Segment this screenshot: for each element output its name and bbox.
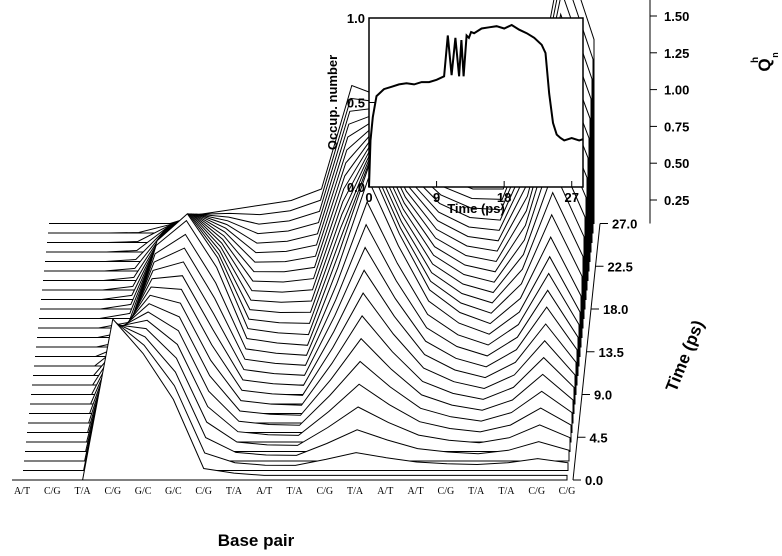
x-tick-label: T/A xyxy=(75,486,92,497)
svg-text:n: n xyxy=(770,52,780,58)
time-tick-label: 13.5 xyxy=(599,345,624,360)
inset-y-tick-label: 0.0 xyxy=(347,180,365,195)
x-tick-label: C/G xyxy=(438,486,455,497)
x-axis-title: Base pair xyxy=(218,531,295,550)
x-tick-label: C/G xyxy=(559,486,576,497)
q-tick-label: 0.50 xyxy=(664,156,689,171)
z-axis-title: Q h n xyxy=(750,52,780,71)
time-tick-label: 22.5 xyxy=(608,259,633,274)
x-tick-label: A/T xyxy=(408,486,424,497)
x-tick-label: T/A xyxy=(347,486,364,497)
q-tick-label: 1.00 xyxy=(664,83,689,98)
time-tick-label: 9.0 xyxy=(594,388,612,403)
x-tick-label: A/T xyxy=(377,486,393,497)
x-tick-label: G/C xyxy=(135,486,152,497)
x-tick-label: C/G xyxy=(528,486,545,497)
q-tick-label: 0.25 xyxy=(664,193,689,208)
x-tick-label: C/G xyxy=(195,486,212,497)
q-tick-label: 1.50 xyxy=(664,9,689,24)
x-tick-label: C/G xyxy=(44,486,61,497)
svg-text:Q: Q xyxy=(755,58,774,71)
inset-y-tick-label: 0.5 xyxy=(347,96,365,111)
time-tick-label: 27.0 xyxy=(612,217,637,232)
y-axis-title: Time (ps) xyxy=(662,317,708,394)
inset-frame xyxy=(368,17,584,188)
x-tick-label: T/A xyxy=(468,486,485,497)
inset-x-tick-label: 9 xyxy=(433,190,440,205)
q-tick-label: 0.75 xyxy=(664,119,689,134)
waterfall-plot: A/T C/G T/A C/G G/C G/C C/G T/A A/T T/A C/G T/A A/T A… xyxy=(12,0,689,497)
inset-plot: 0.0 0.5 1.0 0 9 18 27 Time (ps) Occup. number xyxy=(325,11,584,216)
waterfall-trace xyxy=(22,317,568,481)
x-tick-label: G/C xyxy=(165,486,182,497)
inset-x-tick-label: 27 xyxy=(565,190,579,205)
time-tick-label: 4.5 xyxy=(590,430,608,445)
inset-y-tick-label: 1.0 xyxy=(347,11,365,26)
inset-y-axis-title: Occup. number xyxy=(325,55,340,150)
x-tick-label: T/A xyxy=(286,486,303,497)
inset-x-tick-label: 0 xyxy=(365,190,372,205)
inset-x-axis-title: Time (ps) xyxy=(447,201,505,216)
svg-text:h: h xyxy=(750,57,761,63)
x-tick-label: A/T xyxy=(14,486,30,497)
x-tick-label: T/A xyxy=(498,486,515,497)
time-tick-label: 0.0 xyxy=(585,473,603,488)
inset-x-tick-label: 18 xyxy=(497,190,511,205)
time-tick-label: 18.0 xyxy=(603,302,628,317)
q-tick-label: 1.25 xyxy=(664,46,689,61)
x-tick-label: A/T xyxy=(256,486,272,497)
x-tick-label: T/A xyxy=(226,486,243,497)
inset-occupation-line xyxy=(368,23,584,188)
x-tick-label: C/G xyxy=(104,486,121,497)
x-tick-label: C/G xyxy=(316,486,333,497)
